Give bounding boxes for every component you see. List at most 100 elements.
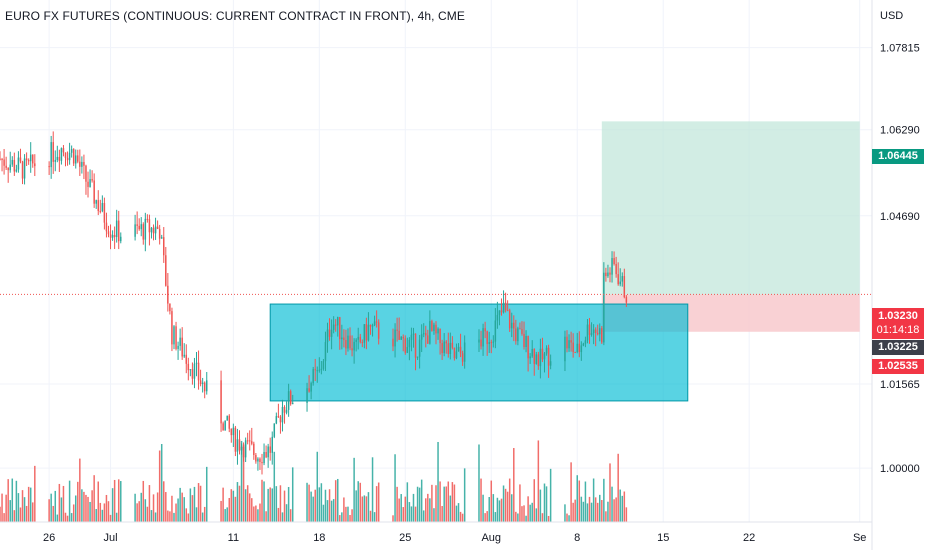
candle-body <box>185 354 188 364</box>
y-tick-label: 1.07815 <box>880 43 920 55</box>
volume-bar <box>107 501 110 522</box>
volume-bar <box>603 478 605 522</box>
volume-bar <box>269 487 271 522</box>
volume-bar <box>592 478 595 522</box>
candle-body <box>148 219 151 233</box>
volume-bar <box>312 496 314 522</box>
candle-body <box>58 156 61 161</box>
volume-bar <box>232 490 235 522</box>
candle-body <box>70 149 73 153</box>
volume-bar <box>480 478 482 522</box>
candle-body <box>271 436 273 453</box>
candle-body <box>596 332 599 335</box>
volume-bar <box>261 479 263 522</box>
volume-bar <box>7 479 9 522</box>
candle-body <box>287 391 290 410</box>
candle-body <box>97 200 100 211</box>
candle-body <box>373 321 376 326</box>
candle-body <box>3 159 5 166</box>
candle-body <box>312 369 314 384</box>
volume-bar <box>197 483 200 522</box>
volume-bar <box>377 482 380 522</box>
x-tick-label: 11 <box>228 532 239 544</box>
candle-body <box>269 446 271 453</box>
volume-bar <box>48 499 50 522</box>
volume-bar <box>160 444 163 522</box>
volume-bar <box>420 479 423 522</box>
candle-body <box>578 343 581 353</box>
candle-body <box>363 324 366 343</box>
volume-bar <box>306 482 308 522</box>
candle-body <box>617 274 619 285</box>
volume-bar <box>336 478 339 522</box>
volume-bar <box>291 467 294 522</box>
volume-bar <box>584 481 587 522</box>
volume-bar <box>310 491 312 522</box>
volume-bar <box>109 514 112 522</box>
volume-bar <box>568 515 570 522</box>
candle-body <box>611 258 613 275</box>
volume-bar <box>447 481 450 522</box>
volume-bar <box>613 499 615 522</box>
candle-body <box>339 317 341 340</box>
volume-bar <box>171 495 173 522</box>
candle-body <box>289 391 292 405</box>
volume-bar <box>21 490 24 522</box>
volume-bar <box>19 507 22 522</box>
candle-body <box>425 333 427 336</box>
volume-bar <box>566 513 568 522</box>
candle-body <box>205 380 208 392</box>
entry-price-tag: 1.03225 <box>872 340 924 355</box>
volume-bar <box>58 483 61 522</box>
candle-body <box>521 329 523 334</box>
volume-bar <box>392 515 394 522</box>
volume-bar <box>283 490 286 522</box>
candle-body <box>341 337 343 340</box>
candle-body <box>310 383 312 392</box>
candle-body <box>140 224 142 230</box>
volume-bar <box>62 485 65 522</box>
candle-body <box>11 159 14 165</box>
candle-body <box>359 336 362 343</box>
candle-body <box>332 324 335 330</box>
candle-body <box>480 339 482 347</box>
volume-bar <box>154 512 157 522</box>
candle-body <box>523 333 525 347</box>
volume-bar <box>508 478 511 522</box>
candle-body <box>99 210 102 212</box>
candle-body <box>136 224 138 226</box>
candle-body <box>5 165 7 168</box>
candle-body <box>191 369 194 379</box>
candle-body <box>101 203 104 212</box>
candle-body <box>547 347 550 366</box>
candle-body <box>623 276 626 298</box>
volume-bar <box>492 494 495 522</box>
candle-body <box>592 329 595 334</box>
candle-body <box>154 226 157 234</box>
candle-body <box>402 336 404 339</box>
candle-body <box>201 382 204 385</box>
volume-bar <box>441 506 443 522</box>
volume-bar <box>416 486 419 522</box>
candle-body <box>267 446 269 458</box>
volume-bar <box>425 498 427 522</box>
candle-body <box>517 328 519 342</box>
candle-body <box>371 325 374 327</box>
candle-body <box>324 342 327 362</box>
candle-body <box>179 337 181 346</box>
volume-bar <box>429 498 431 522</box>
volume-bar <box>533 479 536 522</box>
volume-bar <box>609 463 611 522</box>
candle-body <box>74 155 77 164</box>
candle-body <box>502 302 505 313</box>
candle-body <box>318 369 321 371</box>
volume-bar <box>81 489 83 522</box>
candle-body <box>285 409 288 413</box>
volume-bar <box>236 482 239 522</box>
volume-bar <box>271 488 273 522</box>
candle-body <box>601 328 603 343</box>
candle-body <box>163 237 165 256</box>
candle-body <box>60 148 63 161</box>
